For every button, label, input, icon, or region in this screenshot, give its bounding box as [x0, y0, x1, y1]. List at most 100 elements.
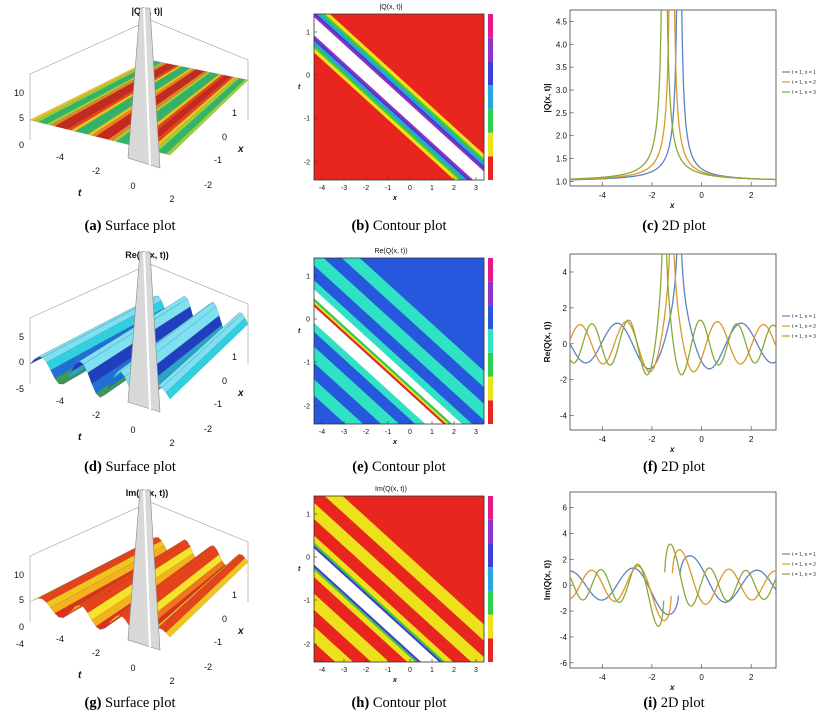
contour-band	[314, 14, 484, 169]
contour-y-tick: 0	[306, 73, 310, 80]
caption-e: (e) Contour plot	[279, 459, 519, 476]
contour-title: Re(Q(x, t))	[374, 248, 407, 255]
legend-label: t = 1, n = 2	[792, 80, 816, 86]
contour-legend-swatch	[488, 400, 493, 424]
plot-y-label: |Q(x, t)|	[542, 83, 552, 112]
plot-y-tick: -4	[560, 412, 568, 421]
contour-x-tick: -1	[385, 185, 391, 192]
contour-x-tick: 2	[452, 185, 456, 192]
surface-t-tick: 0	[130, 663, 135, 673]
line-plot-2: -4 -2 0 2 x -6 -4 -2 0 2 4 6 Im(Q(x, t)) t = 1, n = 1…	[542, 491, 816, 692]
plot-y-tick: 4	[563, 268, 568, 277]
surface-strip	[165, 317, 249, 400]
surface-spike-highlight	[143, 251, 151, 410]
surface-x-tick: -1	[214, 637, 222, 647]
caption-c: (c) 2D plot	[554, 218, 794, 235]
plot-y-tick: 2	[563, 555, 568, 564]
legend-label: t = 1, n = 3	[792, 334, 816, 340]
plot-frame	[569, 491, 777, 669]
contour-x-tick: -2	[363, 429, 369, 436]
surface-z-tick: 5	[19, 113, 24, 123]
caption-label: (i)	[643, 695, 658, 711]
contour-y-label: t	[298, 328, 301, 335]
contour-x-tick: -4	[319, 185, 325, 192]
plot-y-tick: 2.5	[556, 109, 568, 118]
contour-legend-swatch	[488, 305, 493, 330]
surface-z-tick: 0	[19, 357, 24, 367]
series-line-3	[570, 254, 776, 376]
surface-z-tick: 5	[19, 332, 24, 342]
caption-text: Surface plot	[105, 695, 176, 711]
surface-t-tick: 2	[169, 438, 174, 448]
surface-spike-highlight	[143, 489, 151, 648]
contour-y-tick: -2	[304, 404, 310, 411]
contour-title: |Q(x, t)|	[379, 4, 402, 11]
contour-band	[314, 346, 400, 424]
surface-x-tick: 0	[222, 376, 227, 386]
plot-lines	[570, 254, 776, 376]
contour-x-tick: -3	[341, 429, 347, 436]
contour-x-tick: -3	[341, 667, 347, 674]
caption-i: (i) 2D plot	[554, 695, 794, 712]
contour-x-label: x	[392, 195, 398, 202]
surface-z-tick: -5	[16, 384, 24, 394]
surface-t-tick: 0	[130, 425, 135, 435]
caption-text: Surface plot	[105, 459, 176, 475]
caption-text: 2D plot	[661, 459, 706, 475]
plot-x-tick: 0	[699, 673, 704, 682]
series-line-3	[570, 10, 776, 181]
contour-legend-swatch	[488, 614, 493, 639]
surface-x-tick: 0	[222, 614, 227, 624]
contour-legend-swatch	[488, 329, 493, 353]
caption-label: (c)	[642, 218, 659, 234]
contour-plot-1: Re(Q(x, t)) -4 -3 -2 -1 0 1 2 3 x -2 -1 0 1 t	[298, 248, 493, 446]
legend-label: t = 1, n = 1	[792, 314, 816, 320]
caption-a: (a) Surface plot	[10, 218, 250, 235]
caption-label: (a)	[84, 218, 102, 234]
contour-y-tick: -2	[304, 160, 310, 167]
plot-x-tick: 2	[749, 191, 754, 200]
contour-field	[314, 14, 484, 180]
plot-y-tick: 1.0	[556, 177, 568, 186]
caption-text: Contour plot	[372, 695, 447, 711]
contour-band	[314, 258, 484, 421]
contour-x-tick: -1	[385, 429, 391, 436]
contour-x-tick: 2	[452, 429, 456, 436]
plot-y-tick: 6	[563, 504, 568, 513]
plot-y-tick: 0	[563, 581, 568, 590]
surface-x-tick: 1	[232, 590, 237, 600]
surface-t-tick: -2	[92, 166, 100, 176]
surface-z-tick: 10	[14, 88, 24, 98]
plot-y-tick: 3.0	[556, 86, 568, 95]
contour-y-tick: -1	[304, 598, 310, 605]
plot-x-label: x	[669, 445, 675, 454]
surface-t-tick: -2	[92, 648, 100, 658]
plot-y-tick: 3.5	[556, 63, 568, 72]
plot-y-tick: -4	[560, 633, 568, 642]
plot-x-tick: -2	[648, 435, 656, 444]
surface-t-tick: -2	[92, 410, 100, 420]
caption-text: 2D plot	[660, 695, 705, 711]
caption-label: (e)	[352, 459, 369, 475]
caption-label: (b)	[351, 218, 370, 234]
contour-x-tick: -4	[319, 667, 325, 674]
legend-label: t = 1, n = 2	[792, 324, 816, 330]
plot-x-label: x	[669, 683, 675, 692]
contour-legend-swatch	[488, 543, 493, 568]
caption-text: Contour plot	[372, 218, 447, 234]
contour-legend-swatch	[488, 519, 493, 544]
surface-strip	[165, 79, 249, 156]
surface-x-tick: -2	[204, 180, 212, 190]
contour-legend-swatch	[488, 352, 493, 377]
caption-label: (h)	[351, 695, 370, 711]
surface-t-label: t	[78, 670, 82, 681]
contour-y-tick: 1	[306, 512, 310, 519]
surface-z-tick: 10	[14, 570, 24, 580]
caption-h: (h) Contour plot	[279, 695, 519, 712]
contour-x-tick: -4	[319, 429, 325, 436]
surface-spike-highlight	[143, 7, 151, 166]
surface-x-label: x	[237, 144, 244, 155]
plot-lines	[570, 543, 776, 627]
